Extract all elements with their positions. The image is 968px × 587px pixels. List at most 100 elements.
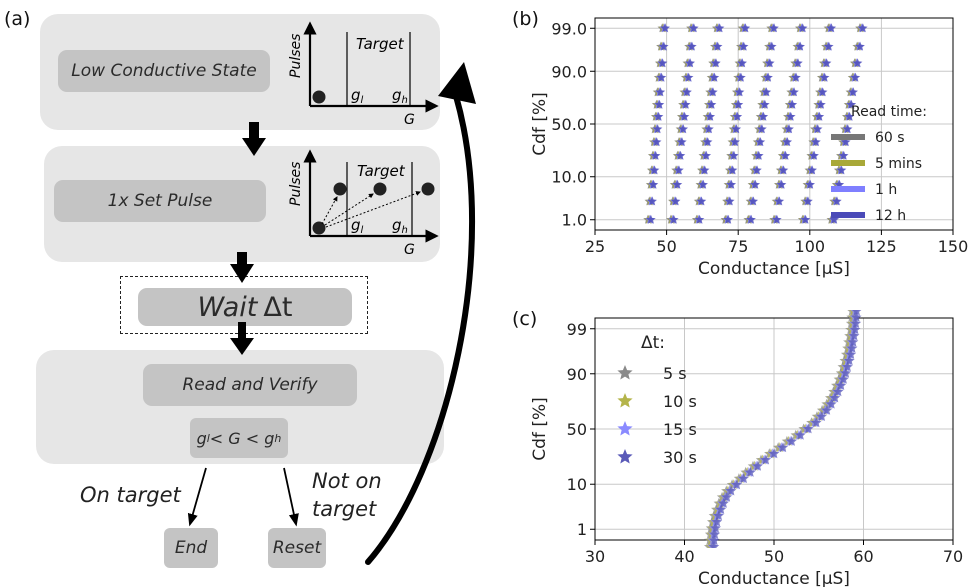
chart-b-point-d1-3	[675, 150, 686, 160]
chart-b-ytick-label: 99.0	[551, 19, 587, 38]
inset-1-y-axis: Pulses	[288, 34, 304, 78]
not-on-target-arrow	[283, 467, 299, 527]
chart-c-point-2	[850, 300, 861, 309]
chart-c-point-3	[850, 318, 862, 328]
chart-c-point-3	[852, 310, 862, 316]
wait-label: Wait Δt	[138, 288, 352, 326]
chart-c-point-3	[738, 473, 749, 484]
chart-c-ytick-label: 50	[567, 420, 587, 439]
chart-b-legend-label-2: 1 h	[875, 182, 897, 198]
chart-b-point-d6-3	[800, 214, 811, 224]
chart-c-svg: 30 40 50 60 70 1 10 50 90 99 Conductance [µS] Cdf […	[530, 300, 963, 587]
inset-2-gl-main: g	[351, 216, 361, 234]
inset-1-target: Target	[356, 35, 405, 53]
chart-b-point-d2-3	[706, 99, 717, 109]
chart-b-point-d2-3	[713, 41, 723, 51]
chart-c-legend-label-2: 15 s	[663, 420, 697, 439]
chart-c-point-3	[795, 429, 806, 440]
chart-b-point-d5-3	[791, 72, 801, 82]
chart-b-point-d7-3	[843, 124, 853, 134]
chart-c-point-3	[826, 398, 837, 409]
chart-b-point-d6-3	[813, 124, 823, 134]
inset-1-x-axis: G	[404, 112, 415, 128]
chart-b-point-d3-3	[726, 179, 737, 189]
chart-b-point-d3-3	[737, 58, 747, 68]
chart-b-point-d6-3	[814, 111, 825, 121]
chart-c-point-1	[710, 547, 711, 548]
chart-b-point-d1-3	[679, 111, 690, 121]
chart-b-legend-swatch-3	[831, 212, 865, 218]
wait-var: Δt	[263, 291, 293, 323]
chart-b-point-d0-3	[648, 179, 659, 189]
chart-b-point-d1-3	[678, 124, 689, 134]
inset-1-gl-sub: l	[361, 95, 364, 106]
chart-c-point-3	[777, 442, 789, 453]
chart-b-point-d1-3	[682, 87, 692, 97]
chart-b-point-d7-3	[852, 58, 863, 68]
chart-b-point-d4-3	[748, 196, 759, 206]
chart-b-legend-label-1: 5 mins	[875, 156, 922, 172]
chart-b-point-d3-3	[727, 165, 738, 175]
chart-c-xtick-label: 60	[853, 547, 873, 566]
chart-b-xtick-label: 150	[938, 237, 968, 256]
chart-b-point-d6-3	[805, 179, 815, 189]
chart-b-point-d1-3	[689, 23, 699, 33]
chart-b-point-d3-3	[723, 214, 733, 224]
inset-2-target: Target	[357, 162, 406, 180]
chart-b-xtick-label: 125	[866, 237, 897, 256]
chart-c-xtick-label: 70	[943, 547, 963, 566]
chart-b-point-d6-3	[819, 72, 830, 82]
chart-b-legend-swatch-2	[831, 186, 865, 192]
chart-b-point-d5-3	[774, 196, 785, 206]
chart-b-point-d7-3	[841, 137, 851, 147]
chart-b-point-d5-3	[784, 124, 794, 134]
chart-b-point-d6-3	[816, 99, 826, 109]
chart-c-point-3	[745, 466, 756, 477]
chart-b-point-d1-3	[684, 72, 694, 82]
chart-b-svg: 25 50 75 100 125 150 1.0 10.0 50.0 90.0 99.0 Conduc…	[530, 17, 968, 279]
inset-2-gh-sub: h	[402, 225, 408, 236]
chart-b-point-d6-3	[826, 23, 837, 33]
chart-c-xtick-label: 30	[585, 547, 605, 566]
chart-b-point-d0-3	[652, 124, 663, 134]
chart-b-point-d4-3	[755, 137, 766, 147]
chart-b-point-d0-3	[653, 111, 664, 121]
feedback-arrow	[365, 93, 476, 565]
inset-2-gl-sub: l	[361, 225, 364, 236]
chart-c-ytick-label: 99	[567, 320, 587, 339]
chart-b-point-d2-3	[700, 165, 710, 175]
chart-b-point-d6-3	[811, 137, 821, 147]
chart-b-point-d0-3	[657, 58, 668, 68]
on-target-label: On target	[80, 483, 181, 507]
chart-c-point-3	[847, 336, 859, 347]
chart-b-point-d0-3	[656, 72, 667, 82]
chart-b-point-d4-3	[754, 150, 764, 160]
chart-b-point-d0-3	[655, 87, 666, 97]
chart-c-point-3	[718, 497, 729, 508]
cond-g1: g	[196, 428, 207, 448]
chart-c-point-3	[713, 510, 724, 521]
step-label-low-state: Low Conductive State	[58, 50, 270, 92]
chart-b-point-d2-3	[711, 58, 721, 68]
chart-b-point-d1-3	[677, 137, 687, 147]
inset-2-gh-main: g	[392, 216, 402, 234]
chart-b-point-d3-3	[732, 111, 743, 121]
chart-b-xtick-label: 50	[656, 237, 676, 256]
chart-b-point-d0-3	[649, 165, 660, 175]
chart-c-point-3	[850, 324, 861, 335]
chart-b-point-d0-3	[659, 41, 669, 51]
chart-c-point-3	[803, 423, 814, 434]
cond-g1-sub: l	[206, 431, 210, 445]
chart-b-point-d7-3	[848, 87, 858, 97]
chart-b-point-d5-3	[782, 137, 793, 147]
chart-b-point-d4-3	[763, 72, 773, 82]
inset-1	[303, 21, 439, 113]
chart-b-point-d0-3	[660, 23, 670, 33]
inset-2	[303, 149, 439, 243]
chart-b-point-d2-3	[698, 179, 708, 189]
chart-b-point-d1-3	[672, 179, 683, 189]
inset-1-gl-main: g	[351, 86, 361, 104]
chart-b-legend-swatch-1	[831, 160, 865, 166]
chart-b-xlabel: Conductance [µS]	[698, 259, 850, 279]
